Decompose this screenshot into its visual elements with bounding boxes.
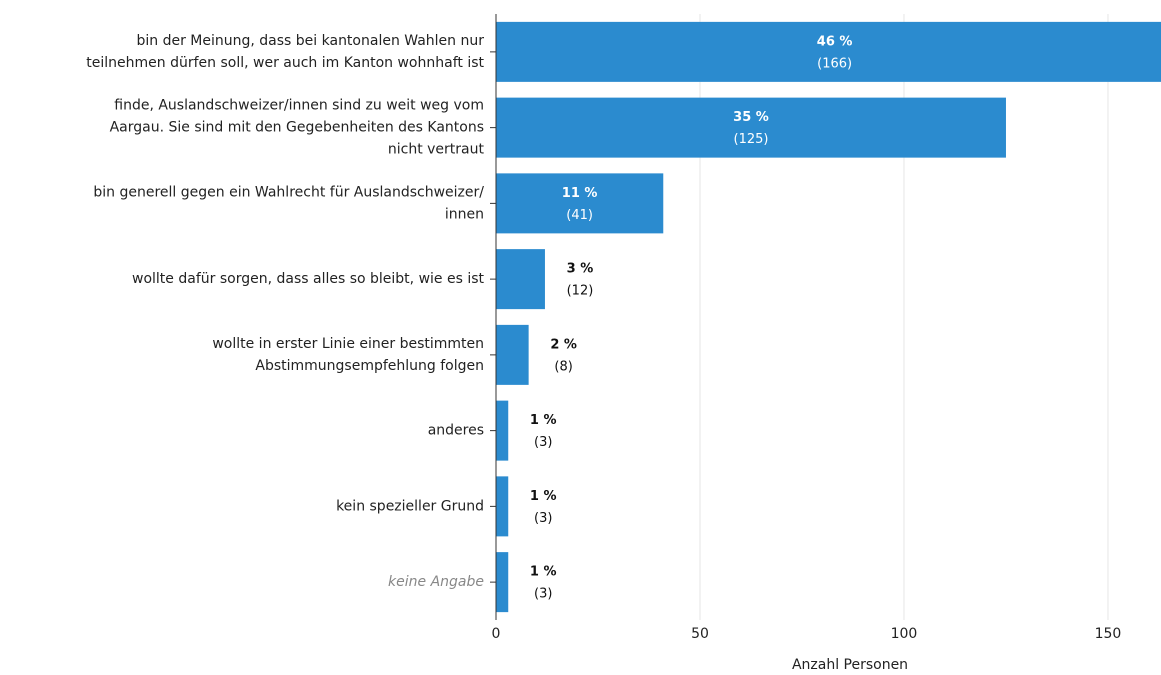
y-tick-label: kein spezieller Grund xyxy=(336,498,484,514)
y-tick-label: innen xyxy=(445,206,484,222)
value-label: (3) xyxy=(534,587,552,602)
y-tick-label: bin der Meinung, dass bei kantonalen Wah… xyxy=(136,33,484,49)
bar xyxy=(496,476,509,537)
bar xyxy=(496,552,509,613)
share-label: 46 % xyxy=(817,34,853,49)
x-axis-title: Anzahl Personen xyxy=(792,657,908,673)
value-label: (3) xyxy=(534,511,552,526)
y-tick-label: anderes xyxy=(428,423,484,439)
y-tick-label: keine Angabe xyxy=(388,574,484,590)
x-tick-label: 50 xyxy=(691,626,709,642)
y-tick-label: nicht vertraut xyxy=(388,142,485,158)
share-label: 1 % xyxy=(530,565,557,580)
value-label: (12) xyxy=(567,284,594,299)
y-tick-label: bin generell gegen ein Wahlrecht für Aus… xyxy=(93,184,484,200)
share-label: 35 % xyxy=(733,110,769,125)
y-tick-label: wollte dafür sorgen, dass alles so bleib… xyxy=(132,271,484,287)
x-tick-label: 100 xyxy=(891,626,918,642)
bar xyxy=(496,324,529,385)
y-tick-label: Abstimmungsempfehlung folgen xyxy=(255,358,484,374)
share-label: 1 % xyxy=(530,489,557,504)
x-tick-label: 0 xyxy=(492,626,501,642)
bar xyxy=(496,173,664,234)
value-label: (41) xyxy=(566,208,593,223)
share-label: 3 % xyxy=(567,262,594,277)
y-tick-label: Aargau. Sie sind mit den Gegebenheiten d… xyxy=(110,120,484,136)
share-label: 11 % xyxy=(562,186,598,201)
share-label: 1 % xyxy=(530,413,557,428)
bar xyxy=(496,21,1161,82)
y-tick-label: teilnehmen dürfen soll, wer auch im Kant… xyxy=(86,55,484,71)
bar xyxy=(496,400,509,461)
share-label: 2 % xyxy=(550,337,577,352)
bar xyxy=(496,97,1006,158)
value-label: (3) xyxy=(534,435,552,450)
bar xyxy=(496,249,545,310)
value-label: (8) xyxy=(554,359,572,374)
value-label: (166) xyxy=(817,56,852,71)
y-tick-label: wollte in erster Linie einer bestimmten xyxy=(212,336,484,352)
value-label: (125) xyxy=(734,132,769,147)
y-tick-label: finde, Auslandschweizer/innen sind zu we… xyxy=(114,98,484,114)
x-tick-label: 150 xyxy=(1095,626,1122,642)
